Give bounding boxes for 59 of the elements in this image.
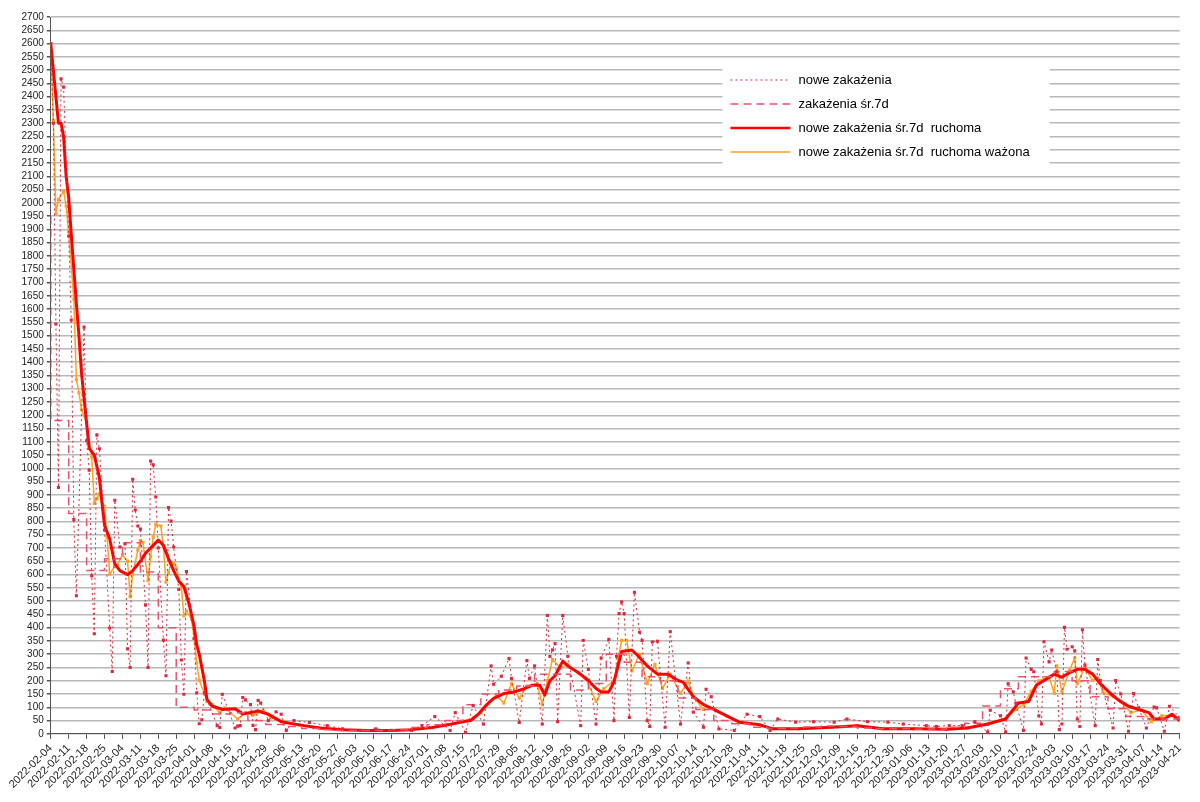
- y-tick-label: 2050: [21, 183, 45, 195]
- y-tick-label: 0: [38, 727, 45, 739]
- legend-label: nowe zakażenia śr.7d ruchoma ważona: [798, 143, 1031, 159]
- y-tick-label: 1450: [21, 342, 45, 354]
- y-tick-label: 650: [27, 555, 45, 567]
- y-tick-label: 1250: [21, 395, 45, 407]
- y-tick-label: 1900: [21, 223, 45, 235]
- y-tick-label: 1400: [21, 355, 45, 367]
- y-tick-label: 2600: [21, 37, 45, 49]
- y-tick-label: 2450: [21, 77, 45, 89]
- y-tick-label: 1950: [21, 209, 45, 221]
- y-tick-label: 2150: [21, 156, 45, 168]
- y-tick-label: 1300: [21, 382, 45, 394]
- y-tick-label: 1200: [21, 409, 45, 421]
- y-tick-label: 2400: [21, 90, 45, 102]
- y-tick-label: 2100: [21, 170, 45, 182]
- legend-label: zakażenia śr.7d: [798, 95, 889, 111]
- y-tick-label: 1600: [21, 302, 45, 314]
- y-tick-label: 200: [27, 674, 45, 686]
- y-tick-label: 1700: [21, 276, 45, 288]
- y-tick-label: 950: [27, 475, 45, 487]
- y-tick-label: 900: [27, 488, 45, 500]
- y-tick-label: 300: [27, 647, 45, 659]
- y-tick-label: 2550: [21, 50, 45, 62]
- y-tick-label: 550: [27, 581, 45, 593]
- y-tick-label: 2300: [21, 116, 45, 128]
- y-tick-label: 1050: [21, 448, 45, 460]
- y-tick-label: 1150: [22, 422, 45, 434]
- y-tick-label: 1350: [21, 369, 45, 381]
- y-tick-label: 850: [27, 501, 45, 513]
- y-tick-label: 1550: [21, 316, 45, 328]
- y-tick-label: 750: [27, 528, 45, 540]
- y-tick-label: 600: [27, 568, 45, 580]
- y-tick-label: 2650: [21, 24, 45, 36]
- y-tick-label: 400: [27, 621, 45, 633]
- y-tick-label: 1000: [21, 462, 45, 474]
- y-tick-label: 1100: [22, 435, 45, 447]
- y-tick-label: 450: [27, 608, 45, 620]
- y-tick-label: 2700: [21, 10, 45, 22]
- y-tick-label: 2200: [21, 143, 45, 155]
- y-tick-label: 150: [27, 687, 45, 699]
- y-tick-label: 1650: [21, 289, 45, 301]
- legend-label: nowe zakażenia: [798, 71, 893, 87]
- y-tick-label: 1850: [21, 236, 45, 248]
- y-tick-label: 700: [27, 541, 45, 553]
- y-tick-label: 2500: [21, 63, 45, 75]
- y-tick-label: 500: [27, 594, 45, 606]
- y-tick-label: 800: [27, 515, 45, 527]
- y-tick-label: 50: [32, 714, 45, 726]
- y-tick-label: 1800: [21, 249, 45, 261]
- y-tick-label: 1750: [21, 262, 45, 274]
- y-tick-label: 100: [27, 701, 45, 713]
- legend-label: nowe zakażenia śr.7d ruchoma: [798, 119, 983, 135]
- y-tick-label: 2000: [21, 196, 45, 208]
- y-tick-label: 350: [27, 634, 45, 646]
- y-tick-label: 2350: [21, 103, 45, 115]
- y-tick-label: 1500: [21, 329, 45, 341]
- y-tick-label: 2250: [21, 130, 45, 142]
- y-tick-label: 250: [27, 661, 45, 673]
